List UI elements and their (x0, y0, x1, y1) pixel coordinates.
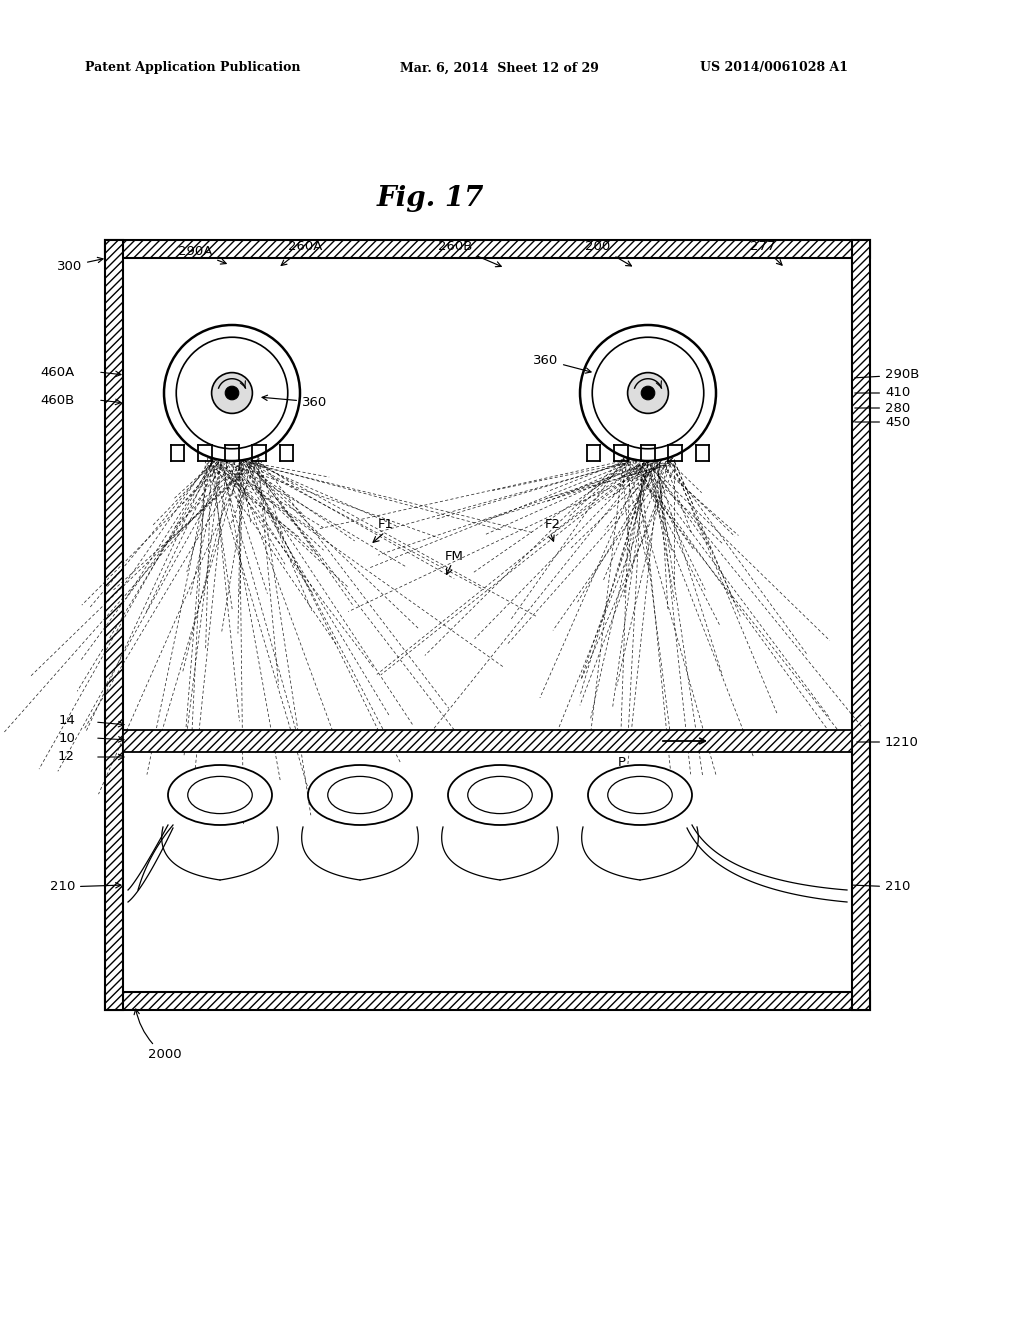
Ellipse shape (588, 766, 692, 825)
Bar (105, 993, 870, 1010)
Text: F2: F2 (545, 519, 561, 532)
Text: 1210: 1210 (857, 735, 919, 748)
Text: FM: FM (445, 549, 464, 562)
Text: 460B: 460B (41, 393, 75, 407)
Text: 360: 360 (532, 354, 591, 374)
Ellipse shape (468, 776, 532, 813)
Ellipse shape (187, 776, 252, 813)
Bar (105, 240, 123, 1010)
Text: 10: 10 (58, 731, 75, 744)
Circle shape (628, 372, 669, 413)
Text: 410: 410 (855, 387, 910, 400)
Bar (123, 257, 852, 993)
Circle shape (641, 387, 654, 400)
Text: 210: 210 (49, 880, 121, 894)
Text: 2000: 2000 (134, 1008, 181, 1061)
Circle shape (580, 325, 716, 461)
Text: Fig. 17: Fig. 17 (376, 185, 483, 211)
Text: 210: 210 (853, 880, 910, 894)
Text: 290A: 290A (178, 246, 226, 264)
Bar (105, 240, 870, 257)
Text: 360: 360 (262, 395, 328, 408)
Text: 14: 14 (58, 714, 75, 726)
Text: 200: 200 (586, 240, 632, 265)
Text: 280: 280 (855, 401, 910, 414)
Text: F1: F1 (378, 519, 394, 532)
Text: US 2014/0061028 A1: US 2014/0061028 A1 (700, 62, 848, 74)
Text: 277: 277 (750, 240, 782, 265)
Text: 12: 12 (58, 751, 75, 763)
Circle shape (212, 372, 252, 413)
Text: 300: 300 (56, 257, 103, 272)
Text: P: P (618, 756, 626, 770)
Bar (852, 240, 870, 1010)
Ellipse shape (608, 776, 672, 813)
Text: 260A: 260A (282, 240, 323, 265)
Text: Mar. 6, 2014  Sheet 12 of 29: Mar. 6, 2014 Sheet 12 of 29 (400, 62, 599, 74)
Bar (123, 730, 852, 752)
Text: 460A: 460A (41, 366, 75, 379)
Ellipse shape (328, 776, 392, 813)
Circle shape (592, 337, 703, 449)
Text: 450: 450 (855, 416, 910, 429)
Text: Patent Application Publication: Patent Application Publication (85, 62, 300, 74)
Text: 290B: 290B (855, 368, 920, 381)
Text: 260B: 260B (438, 240, 501, 267)
Circle shape (176, 337, 288, 449)
Ellipse shape (449, 766, 552, 825)
Ellipse shape (308, 766, 412, 825)
Circle shape (164, 325, 300, 461)
Ellipse shape (168, 766, 272, 825)
Circle shape (225, 387, 239, 400)
